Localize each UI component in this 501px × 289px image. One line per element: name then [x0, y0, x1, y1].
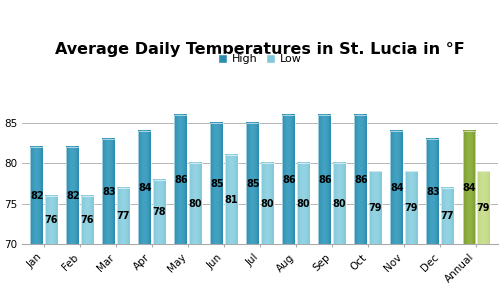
Title: Average Daily Temperatures in St. Lucia in °F: Average Daily Temperatures in St. Lucia …: [55, 42, 464, 58]
Text: 79: 79: [404, 203, 417, 213]
Text: 80: 80: [260, 199, 274, 209]
Text: 85: 85: [209, 179, 223, 189]
Text: 76: 76: [80, 215, 94, 225]
Text: 86: 86: [174, 175, 187, 185]
Text: 86: 86: [318, 175, 331, 185]
Text: 79: 79: [476, 203, 489, 213]
Text: 83: 83: [425, 187, 439, 197]
Text: 86: 86: [282, 175, 295, 185]
Text: 85: 85: [245, 179, 259, 189]
Legend: High, Low: High, Low: [216, 52, 303, 67]
Text: 84: 84: [138, 183, 151, 193]
Text: 80: 80: [296, 199, 310, 209]
Text: 78: 78: [152, 207, 166, 217]
Text: 82: 82: [66, 191, 79, 201]
Text: 81: 81: [224, 195, 237, 205]
Text: 77: 77: [116, 211, 130, 221]
Text: 79: 79: [368, 203, 381, 213]
Text: 77: 77: [440, 211, 453, 221]
Text: 84: 84: [389, 183, 403, 193]
Text: 86: 86: [353, 175, 367, 185]
Text: 83: 83: [102, 187, 115, 197]
Text: 80: 80: [188, 199, 201, 209]
Text: 84: 84: [461, 183, 475, 193]
Text: 76: 76: [44, 215, 58, 225]
Text: 80: 80: [332, 199, 345, 209]
Text: 82: 82: [30, 191, 44, 201]
